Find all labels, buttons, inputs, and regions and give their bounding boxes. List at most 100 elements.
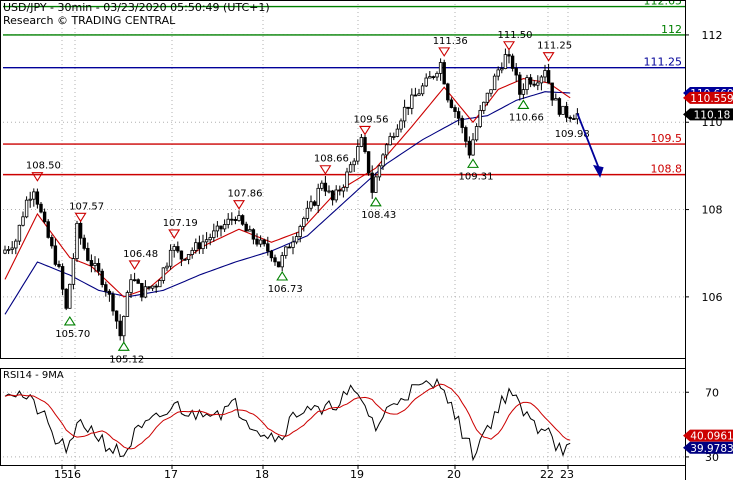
- candle-body: [276, 261, 281, 268]
- candle-body: [471, 139, 475, 156]
- pivot-label: 108.43: [361, 210, 396, 221]
- candle-body: [240, 215, 245, 225]
- candle-body: [129, 279, 133, 293]
- candle-body: [374, 176, 378, 193]
- pivot-high-marker: [168, 229, 181, 239]
- candle-body: [86, 247, 90, 261]
- candle-body: [111, 293, 115, 312]
- candle-body: [248, 229, 252, 232]
- pivot-high-marker: [542, 52, 555, 62]
- candle-body: [125, 292, 130, 317]
- candle-body: [424, 77, 428, 87]
- x-tick-label: 23: [560, 468, 574, 480]
- rsi-ma-line: [4, 383, 571, 450]
- candle-body: [338, 189, 342, 192]
- candle-body: [431, 76, 436, 79]
- candle-body: [428, 76, 432, 79]
- candle-body: [500, 68, 504, 71]
- candle-body: [100, 270, 104, 286]
- candle-body: [482, 101, 486, 111]
- candle-body: [226, 218, 230, 225]
- candle-body: [46, 221, 50, 238]
- candle-body: [474, 126, 479, 141]
- candle-body: [273, 257, 277, 263]
- price-tag: [683, 91, 733, 104]
- candle-body: [363, 137, 367, 153]
- x-tick-label: 15: [54, 468, 68, 480]
- pivot-high-marker: [128, 260, 141, 270]
- candle-body: [50, 237, 54, 247]
- x-tick-label: 20: [447, 468, 461, 480]
- candle-body: [53, 245, 58, 265]
- candle-body: [10, 247, 14, 250]
- candle-body: [395, 128, 400, 137]
- candle-body: [104, 284, 108, 292]
- candle-body: [492, 75, 497, 91]
- candle-body: [330, 190, 335, 201]
- candle-body: [456, 111, 461, 119]
- candle-body: [89, 260, 94, 266]
- candle-body: [352, 160, 356, 166]
- candle-body: [521, 89, 526, 95]
- candle-body: [438, 62, 443, 74]
- candle-body: [298, 226, 302, 237]
- candle-body: [320, 182, 324, 189]
- candle-body: [539, 76, 544, 84]
- pivot-high-marker: [233, 200, 245, 210]
- candle-body: [399, 120, 403, 130]
- y-tick-label: 108: [702, 204, 723, 217]
- candle-body: [294, 236, 299, 243]
- candle-body: [78, 222, 83, 239]
- candle-body: [514, 68, 518, 76]
- candle-body: [568, 116, 572, 119]
- candle-body: [341, 187, 346, 192]
- candle-body: [75, 222, 79, 259]
- level-label: 112.65: [644, 0, 683, 8]
- pivot-label: 109.56: [354, 114, 389, 125]
- rsi-y-tick-label: 30: [705, 451, 719, 464]
- rsi-tag-label: 39.9783: [690, 443, 733, 455]
- x-tick-label: 18: [255, 468, 269, 480]
- candle-body: [460, 117, 464, 128]
- candle-body: [345, 171, 349, 188]
- price-tag-label: 110.559: [690, 93, 733, 105]
- candle-body: [17, 224, 22, 242]
- candle-body: [284, 246, 288, 256]
- rsi-tag-label: 40.0961: [690, 431, 733, 443]
- candle-body: [215, 225, 220, 232]
- candle-body: [323, 182, 328, 192]
- pivot-low-marker: [63, 315, 76, 326]
- candle-body: [42, 211, 47, 223]
- candle-body: [536, 82, 540, 86]
- candle-body: [269, 250, 274, 259]
- candle-body: [154, 285, 158, 288]
- pivot-label: 107.86: [228, 189, 263, 200]
- rsi-frame: [0, 368, 686, 466]
- candle-body: [14, 240, 18, 249]
- candle-body: [420, 85, 425, 95]
- candle-body: [136, 279, 140, 284]
- candle-body: [244, 223, 248, 232]
- candle-body: [442, 62, 446, 85]
- pivot-high-marker: [503, 41, 515, 51]
- pivot-high-marker: [359, 125, 371, 136]
- x-tick-label: 17: [164, 468, 178, 480]
- levels-layer: 112.65 112 111.25 109.5 108.8: [3, 0, 685, 176]
- annotations: 108.50 107.57 105.70 106.48 105.12 107.19 107.…: [26, 30, 604, 365]
- rsi-tag: [683, 429, 733, 442]
- candle-body: [291, 241, 295, 248]
- candle-body: [305, 207, 310, 219]
- candle-body: [39, 203, 43, 213]
- candle-body: [518, 74, 522, 95]
- candle-body: [93, 262, 97, 266]
- candle-body: [165, 265, 169, 269]
- candle-body: [190, 249, 194, 255]
- candle-body: [212, 230, 216, 238]
- candle-body: [258, 239, 263, 245]
- candle-body: [132, 279, 137, 282]
- candle-body: [96, 262, 101, 272]
- candle-body: [24, 199, 29, 218]
- candle-body: [21, 216, 25, 226]
